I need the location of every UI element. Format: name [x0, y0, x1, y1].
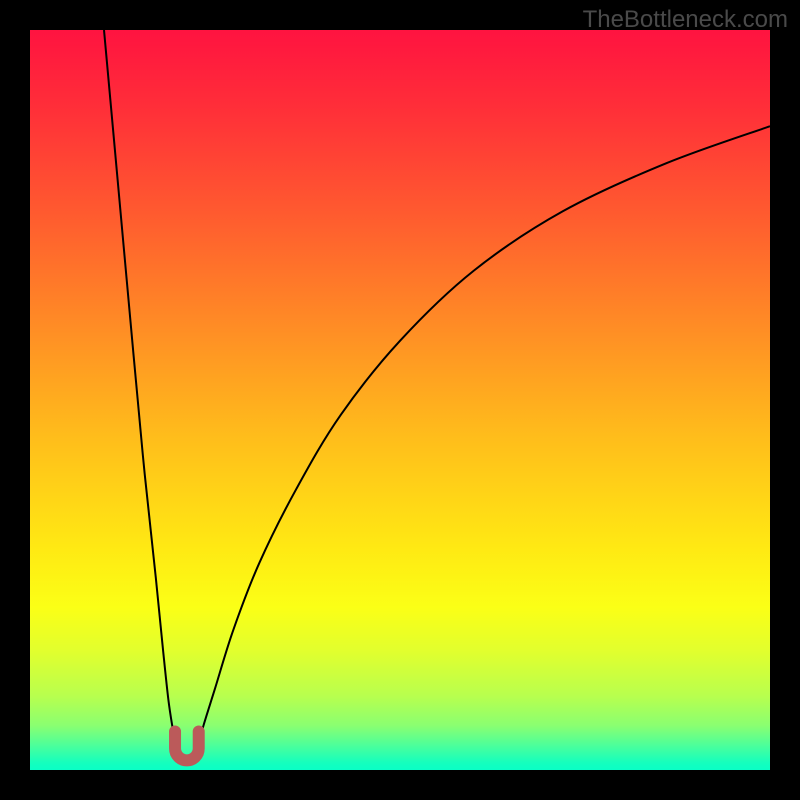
plot-area [30, 30, 770, 770]
curve-right-branch [197, 126, 771, 751]
watermark-text: TheBottleneck.com [583, 6, 788, 34]
plot-svg [30, 30, 770, 770]
valley-marker [175, 732, 199, 761]
curve-left-branch [104, 30, 178, 752]
